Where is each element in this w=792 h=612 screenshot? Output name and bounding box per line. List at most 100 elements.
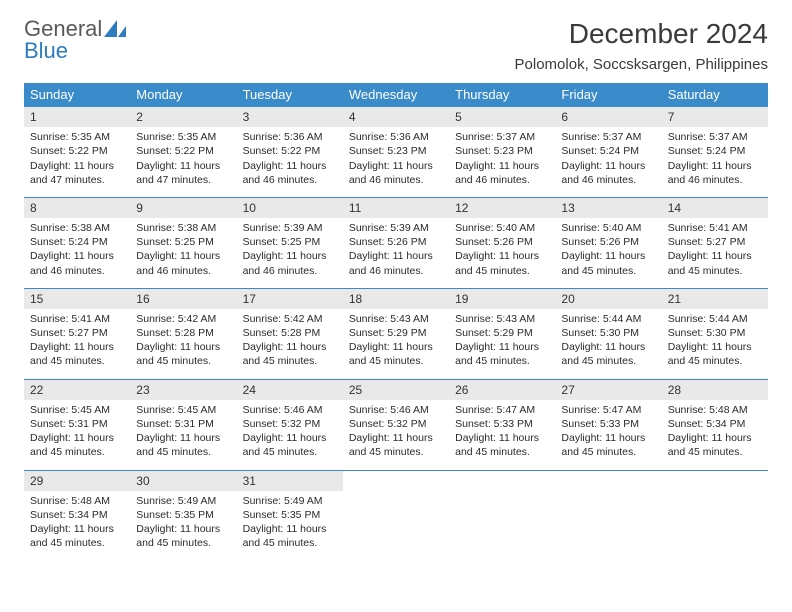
daylight-text: Daylight: 11 hours and 45 minutes. bbox=[561, 431, 655, 459]
day-number: 24 bbox=[237, 380, 343, 400]
daylight-text: Daylight: 11 hours and 46 minutes. bbox=[668, 159, 762, 187]
sunrise-text: Sunrise: 5:48 AM bbox=[668, 403, 762, 417]
day-number: 14 bbox=[662, 198, 768, 218]
sunset-text: Sunset: 5:35 PM bbox=[243, 508, 337, 522]
sunrise-text: Sunrise: 5:44 AM bbox=[561, 312, 655, 326]
sunrise-text: Sunrise: 5:42 AM bbox=[136, 312, 230, 326]
sunrise-text: Sunrise: 5:37 AM bbox=[561, 130, 655, 144]
calendar-day-cell: 1Sunrise: 5:35 AMSunset: 5:22 PMDaylight… bbox=[24, 107, 130, 198]
sunrise-text: Sunrise: 5:43 AM bbox=[349, 312, 443, 326]
daylight-text: Daylight: 11 hours and 45 minutes. bbox=[668, 249, 762, 277]
calendar-day-cell: 22Sunrise: 5:45 AMSunset: 5:31 PMDayligh… bbox=[24, 379, 130, 470]
sunset-text: Sunset: 5:32 PM bbox=[243, 417, 337, 431]
calendar-week-row: 1Sunrise: 5:35 AMSunset: 5:22 PMDaylight… bbox=[24, 107, 768, 198]
calendar-day-cell: 11Sunrise: 5:39 AMSunset: 5:26 PMDayligh… bbox=[343, 197, 449, 288]
sunset-text: Sunset: 5:27 PM bbox=[30, 326, 124, 340]
calendar-day-cell: 5Sunrise: 5:37 AMSunset: 5:23 PMDaylight… bbox=[449, 107, 555, 198]
day-number: 30 bbox=[130, 471, 236, 491]
daylight-text: Daylight: 11 hours and 45 minutes. bbox=[136, 340, 230, 368]
sunrise-text: Sunrise: 5:45 AM bbox=[136, 403, 230, 417]
sunset-text: Sunset: 5:29 PM bbox=[349, 326, 443, 340]
calendar-day-cell: 6Sunrise: 5:37 AMSunset: 5:24 PMDaylight… bbox=[555, 107, 661, 198]
sunset-text: Sunset: 5:24 PM bbox=[561, 144, 655, 158]
daylight-text: Daylight: 11 hours and 45 minutes. bbox=[243, 522, 337, 550]
day-body: Sunrise: 5:41 AMSunset: 5:27 PMDaylight:… bbox=[662, 218, 768, 288]
calendar-table: Sunday Monday Tuesday Wednesday Thursday… bbox=[24, 83, 768, 560]
sunset-text: Sunset: 5:34 PM bbox=[668, 417, 762, 431]
day-body: Sunrise: 5:48 AMSunset: 5:34 PMDaylight:… bbox=[662, 400, 768, 470]
sunset-text: Sunset: 5:23 PM bbox=[349, 144, 443, 158]
sunset-text: Sunset: 5:32 PM bbox=[349, 417, 443, 431]
day-number: 8 bbox=[24, 198, 130, 218]
sunset-text: Sunset: 5:29 PM bbox=[455, 326, 549, 340]
day-number: 26 bbox=[449, 380, 555, 400]
sunset-text: Sunset: 5:22 PM bbox=[30, 144, 124, 158]
month-title: December 2024 bbox=[515, 18, 768, 50]
day-body: Sunrise: 5:42 AMSunset: 5:28 PMDaylight:… bbox=[130, 309, 236, 379]
sunset-text: Sunset: 5:22 PM bbox=[136, 144, 230, 158]
daylight-text: Daylight: 11 hours and 45 minutes. bbox=[349, 340, 443, 368]
sunset-text: Sunset: 5:25 PM bbox=[136, 235, 230, 249]
day-body: Sunrise: 5:49 AMSunset: 5:35 PMDaylight:… bbox=[237, 491, 343, 561]
day-number: 17 bbox=[237, 289, 343, 309]
weekday-saturday: Saturday bbox=[662, 83, 768, 107]
daylight-text: Daylight: 11 hours and 46 minutes. bbox=[349, 159, 443, 187]
day-number: 10 bbox=[237, 198, 343, 218]
daylight-text: Daylight: 11 hours and 46 minutes. bbox=[243, 249, 337, 277]
calendar-week-row: 29Sunrise: 5:48 AMSunset: 5:34 PMDayligh… bbox=[24, 470, 768, 560]
sunset-text: Sunset: 5:35 PM bbox=[136, 508, 230, 522]
day-body: Sunrise: 5:38 AMSunset: 5:24 PMDaylight:… bbox=[24, 218, 130, 288]
day-number: 21 bbox=[662, 289, 768, 309]
day-number: 11 bbox=[343, 198, 449, 218]
day-number: 9 bbox=[130, 198, 236, 218]
day-body: Sunrise: 5:37 AMSunset: 5:23 PMDaylight:… bbox=[449, 127, 555, 197]
weekday-tuesday: Tuesday bbox=[237, 83, 343, 107]
day-body: Sunrise: 5:39 AMSunset: 5:26 PMDaylight:… bbox=[343, 218, 449, 288]
day-body: Sunrise: 5:41 AMSunset: 5:27 PMDaylight:… bbox=[24, 309, 130, 379]
brand-word1: General bbox=[24, 18, 102, 40]
calendar-week-row: 22Sunrise: 5:45 AMSunset: 5:31 PMDayligh… bbox=[24, 379, 768, 470]
day-number: 27 bbox=[555, 380, 661, 400]
day-number: 20 bbox=[555, 289, 661, 309]
calendar-day-cell: 20Sunrise: 5:44 AMSunset: 5:30 PMDayligh… bbox=[555, 288, 661, 379]
calendar-day-cell: 16Sunrise: 5:42 AMSunset: 5:28 PMDayligh… bbox=[130, 288, 236, 379]
calendar-day-cell: 24Sunrise: 5:46 AMSunset: 5:32 PMDayligh… bbox=[237, 379, 343, 470]
sunrise-text: Sunrise: 5:47 AM bbox=[455, 403, 549, 417]
daylight-text: Daylight: 11 hours and 45 minutes. bbox=[455, 249, 549, 277]
sunrise-text: Sunrise: 5:41 AM bbox=[30, 312, 124, 326]
calendar-day-cell: 3Sunrise: 5:36 AMSunset: 5:22 PMDaylight… bbox=[237, 107, 343, 198]
calendar-day-cell: 17Sunrise: 5:42 AMSunset: 5:28 PMDayligh… bbox=[237, 288, 343, 379]
calendar-day-cell: 2Sunrise: 5:35 AMSunset: 5:22 PMDaylight… bbox=[130, 107, 236, 198]
calendar-week-row: 15Sunrise: 5:41 AMSunset: 5:27 PMDayligh… bbox=[24, 288, 768, 379]
day-body: Sunrise: 5:39 AMSunset: 5:25 PMDaylight:… bbox=[237, 218, 343, 288]
day-body: Sunrise: 5:47 AMSunset: 5:33 PMDaylight:… bbox=[449, 400, 555, 470]
sunrise-text: Sunrise: 5:43 AM bbox=[455, 312, 549, 326]
sunrise-text: Sunrise: 5:36 AM bbox=[243, 130, 337, 144]
sunset-text: Sunset: 5:31 PM bbox=[136, 417, 230, 431]
calendar-day-cell: 26Sunrise: 5:47 AMSunset: 5:33 PMDayligh… bbox=[449, 379, 555, 470]
calendar-week-row: 8Sunrise: 5:38 AMSunset: 5:24 PMDaylight… bbox=[24, 197, 768, 288]
sail-icon bbox=[104, 20, 126, 38]
calendar-day-cell: 29Sunrise: 5:48 AMSunset: 5:34 PMDayligh… bbox=[24, 470, 130, 560]
day-number: 23 bbox=[130, 380, 236, 400]
sunrise-text: Sunrise: 5:38 AM bbox=[30, 221, 124, 235]
day-number: 4 bbox=[343, 107, 449, 127]
calendar-day-cell: 23 Sunrise: 5:45 AMSunset: 5:31 PMDayligh… bbox=[130, 379, 236, 470]
sunrise-text: Sunrise: 5:36 AM bbox=[349, 130, 443, 144]
calendar-day-cell: 31Sunrise: 5:49 AMSunset: 5:35 PMDayligh… bbox=[237, 470, 343, 560]
day-body: Sunrise: 5:35 AMSunset: 5:22 PMDaylight:… bbox=[130, 127, 236, 197]
weekday-wednesday: Wednesday bbox=[343, 83, 449, 107]
sunset-text: Sunset: 5:31 PM bbox=[30, 417, 124, 431]
sunrise-text: Sunrise: 5:38 AM bbox=[136, 221, 230, 235]
location-text: Polomolok, Soccsksargen, Philippines bbox=[515, 56, 768, 73]
day-body: Sunrise: 5:44 AMSunset: 5:30 PMDaylight:… bbox=[555, 309, 661, 379]
day-body: Sunrise: 5:46 AMSunset: 5:32 PMDaylight:… bbox=[237, 400, 343, 470]
sunrise-text: Sunrise: 5:41 AM bbox=[668, 221, 762, 235]
daylight-text: Daylight: 11 hours and 46 minutes. bbox=[136, 249, 230, 277]
daylight-text: Daylight: 11 hours and 45 minutes. bbox=[561, 340, 655, 368]
sunset-text: Sunset: 5:33 PM bbox=[455, 417, 549, 431]
sunrise-text: Sunrise: 5:35 AM bbox=[30, 130, 124, 144]
sunrise-text: Sunrise: 5:39 AM bbox=[349, 221, 443, 235]
daylight-text: Daylight: 11 hours and 45 minutes. bbox=[136, 431, 230, 459]
sunset-text: Sunset: 5:30 PM bbox=[561, 326, 655, 340]
